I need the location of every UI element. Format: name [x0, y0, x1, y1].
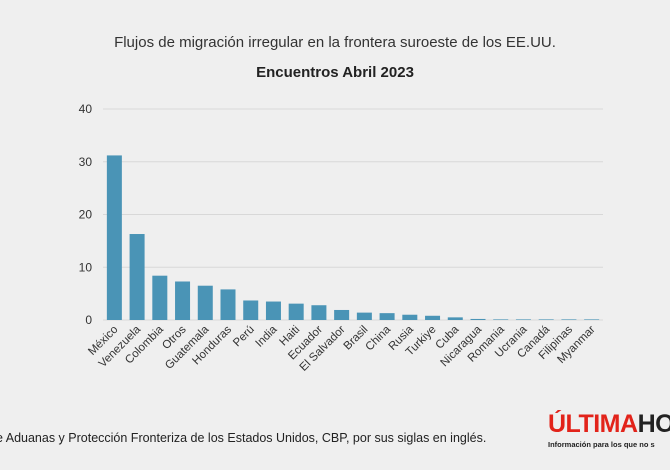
bar — [175, 281, 191, 320]
bar — [129, 234, 145, 320]
brand-name-red: ÚLTIMA — [548, 410, 638, 438]
source-note: e Aduanas y Protección Fronteriza de los… — [0, 431, 487, 445]
bar — [106, 155, 122, 320]
x-tick-label: China — [363, 323, 393, 353]
bar — [538, 319, 554, 320]
bar — [311, 305, 327, 320]
chart-subtitle: Encuentros Abril 2023 — [256, 64, 414, 81]
x-tick-label: India — [253, 323, 280, 350]
bar — [493, 319, 509, 320]
bar — [356, 312, 372, 320]
y-tick-label: 30 — [79, 155, 93, 169]
brand-name: ÚLTIMAHOR — [548, 410, 670, 438]
y-tick-label: 40 — [79, 102, 93, 116]
bar — [515, 319, 531, 320]
bar — [152, 275, 168, 320]
y-tick-label: 20 — [79, 208, 93, 222]
brand-name-dark: HOR — [637, 410, 670, 438]
y-tick-label: 0 — [85, 313, 92, 327]
y-tick-label: 10 — [79, 260, 93, 274]
bar — [265, 301, 281, 320]
bar — [584, 319, 600, 320]
bar — [288, 303, 304, 320]
bar — [402, 314, 418, 320]
bar — [379, 313, 395, 320]
chart-title: Flujos de migración irregular en la fron… — [114, 34, 556, 51]
bar — [197, 285, 213, 320]
bar — [470, 318, 486, 320]
bar — [243, 300, 259, 320]
bar — [425, 315, 441, 320]
bar — [334, 309, 350, 320]
brand-tagline: Información para los que no s — [548, 440, 655, 449]
bar — [447, 317, 463, 320]
bar — [561, 319, 577, 320]
x-tick-label: Perú — [231, 324, 257, 350]
brand-logo: ÚLTIMAHOR Información para los que no s — [548, 410, 670, 450]
bar — [220, 289, 236, 320]
